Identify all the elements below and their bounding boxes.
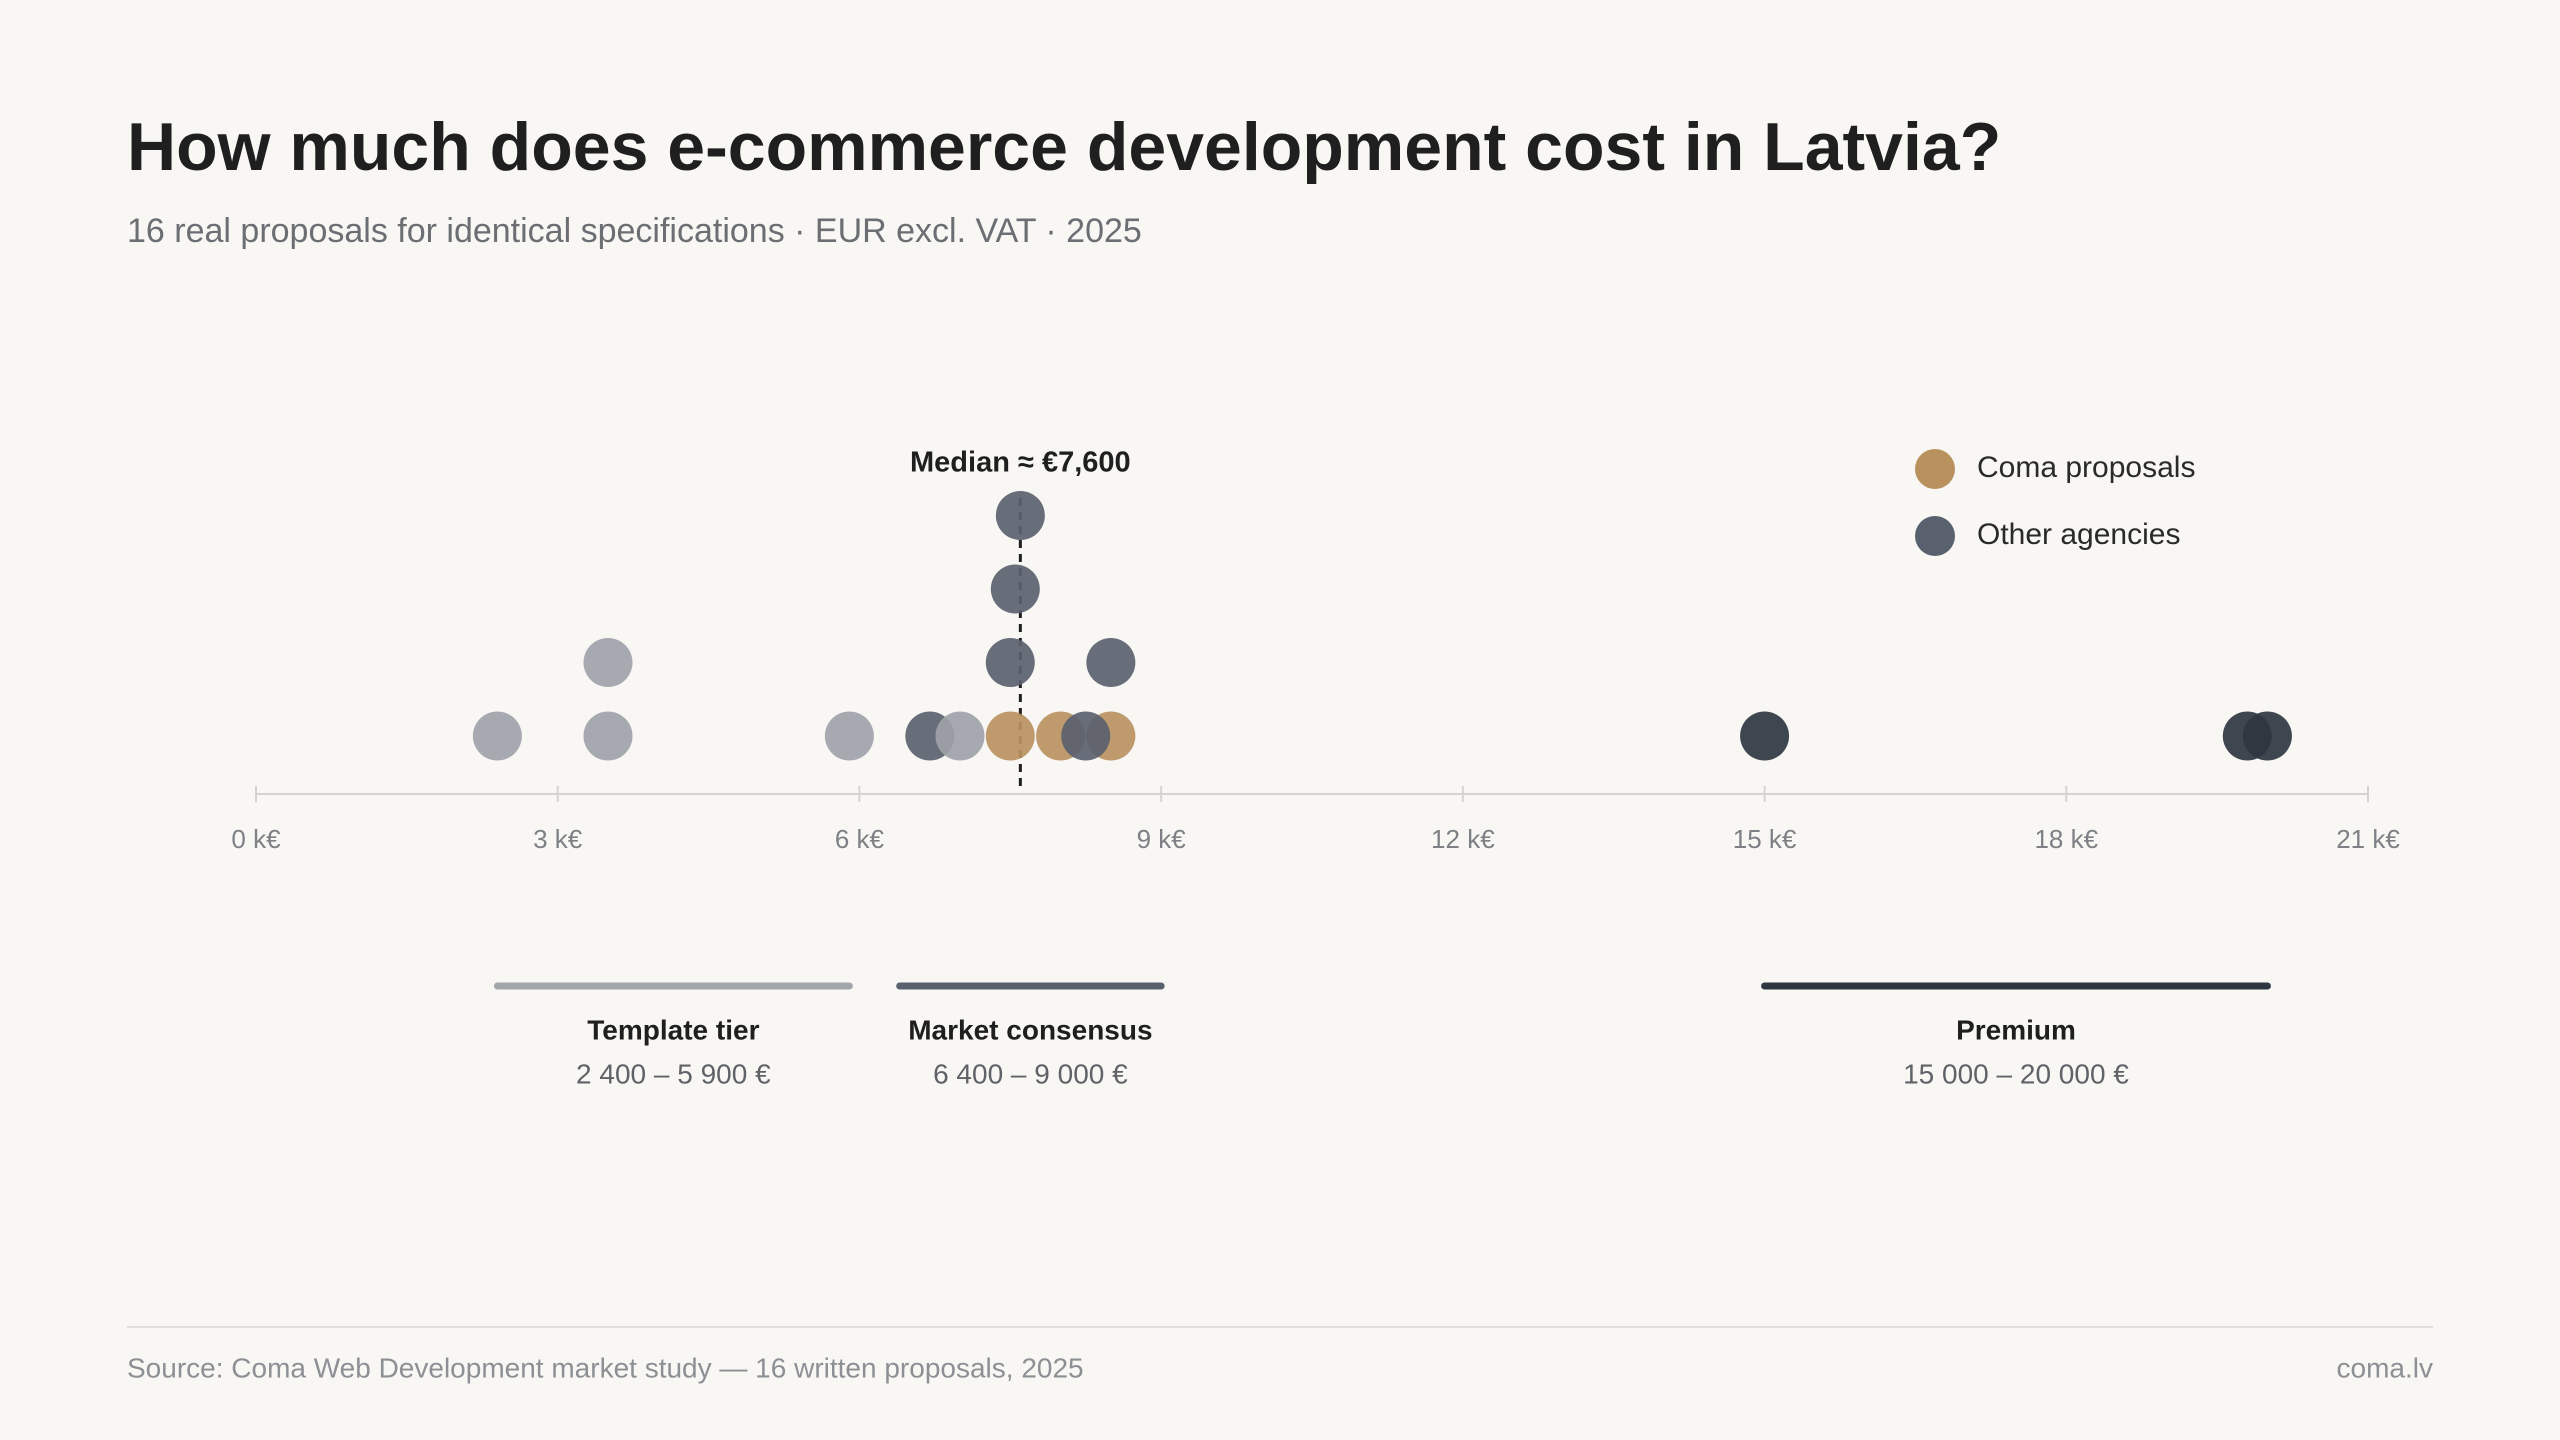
dot [990,564,1040,614]
tier-range: 6 400 – 9 000 € [933,1058,1128,1089]
dot [995,491,1045,540]
dot [472,711,522,761]
x-tick-label: 6 k€ [835,824,885,854]
median-label: Median ≈ €7,600 [910,447,1131,479]
x-tick-label: 15 k€ [1733,824,1797,854]
x-tick-label: 18 k€ [2034,824,2098,854]
x-tick-label: 21 k€ [2336,824,2400,854]
dot [583,638,633,687]
dot [985,638,1035,687]
legend-swatch [1915,449,1955,489]
legend-label: Coma proposals [1977,451,2195,484]
chart-title: How much does e-commerce development cos… [127,109,2001,185]
dot [1086,638,1136,687]
tier-name: Premium [1956,1014,2076,1045]
legend-swatch [1915,516,1955,556]
brand: coma.lv [2337,1352,2433,1383]
dot [935,711,985,761]
x-tick-label: 9 k€ [1137,824,1187,854]
chart-subtitle: 16 real proposals for identical specific… [127,212,1142,250]
dot [985,711,1035,761]
x-tick-label: 12 k€ [1431,824,1495,854]
dot [1061,711,1111,761]
source: Source: Coma Web Development market stud… [127,1352,1084,1383]
tier-range: 15 000 – 20 000 € [1903,1058,2129,1089]
tier-range: 2 400 – 5 900 € [576,1058,771,1089]
dot [1740,711,1790,761]
x-tick-label: 3 k€ [533,824,583,854]
tier-name: Template tier [587,1014,759,1045]
x-tick-label: 0 k€ [231,824,281,854]
tier-name: Market consensus [908,1014,1152,1045]
legend-label: Other agencies [1977,518,2180,551]
dot [824,711,874,761]
dot [583,711,633,761]
dot [2242,711,2292,761]
